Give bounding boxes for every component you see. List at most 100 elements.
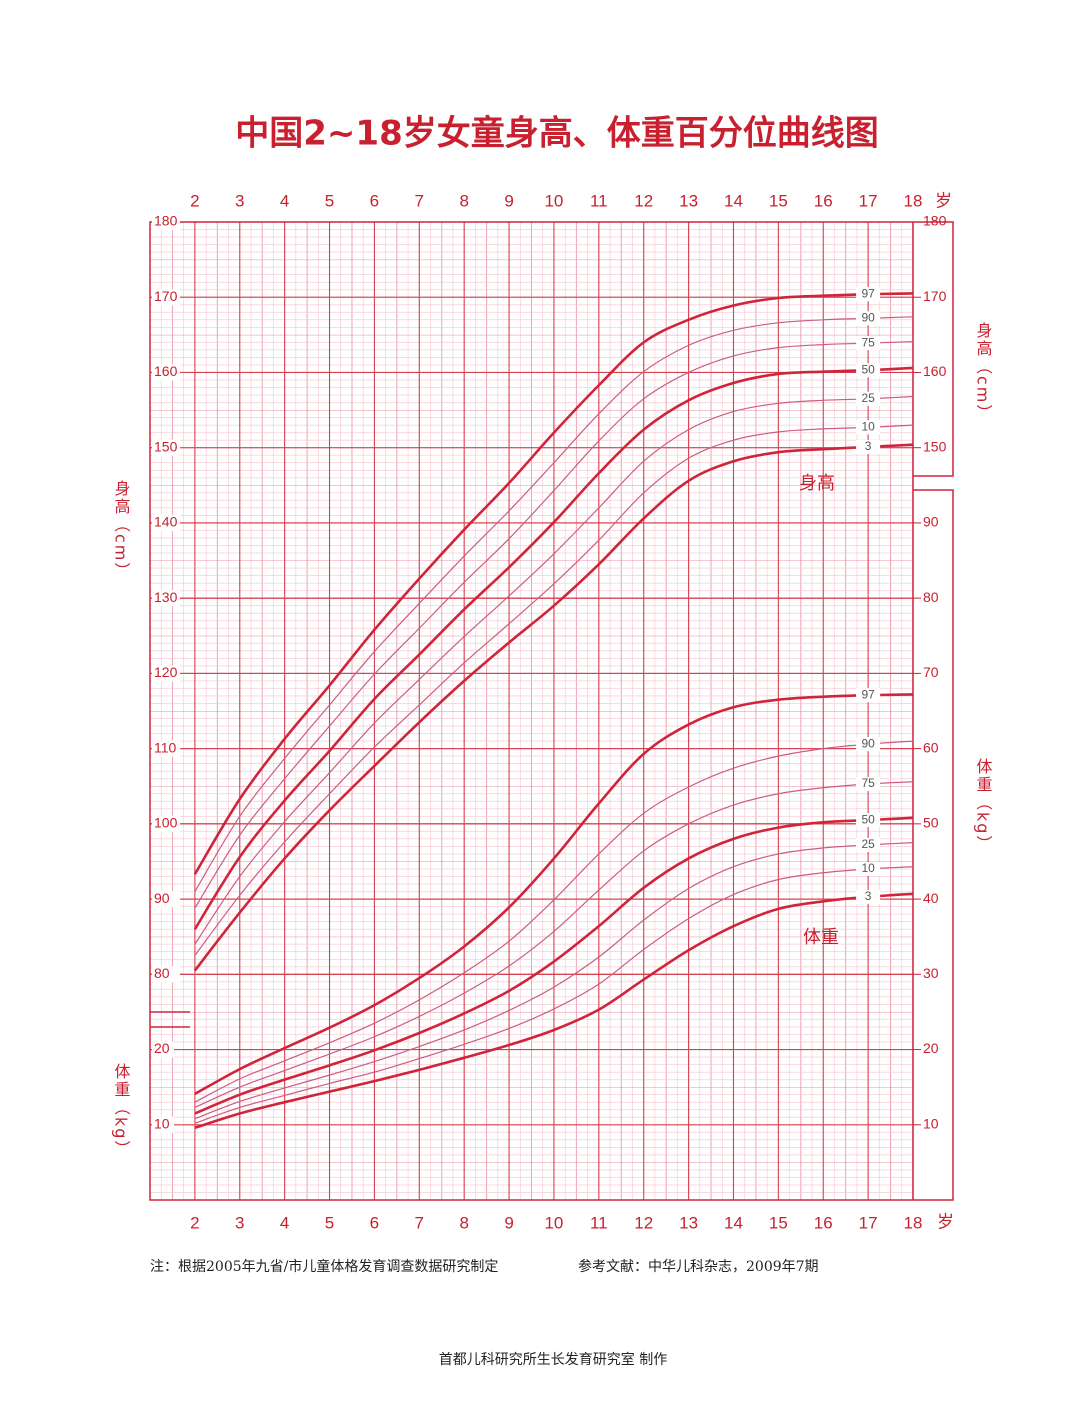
tick-bg bbox=[152, 214, 180, 230]
minor-grid bbox=[150, 222, 913, 1200]
percentile-curve bbox=[194, 892, 914, 1130]
x-tick-label: 8 bbox=[459, 1213, 468, 1232]
series-label: 97 bbox=[861, 687, 875, 701]
y-tick-label: 170 bbox=[154, 288, 178, 304]
y2-tick-label: 30 bbox=[923, 965, 939, 981]
y2-tick-label: 20 bbox=[923, 1040, 939, 1056]
label-bg bbox=[856, 439, 881, 454]
x-tick-label: 9 bbox=[504, 1213, 513, 1232]
y-axis-label-right: 身高（cm） bbox=[974, 322, 993, 422]
tick-bg bbox=[152, 966, 180, 983]
y2-tick-label: 90 bbox=[923, 514, 939, 530]
label-bg bbox=[856, 837, 881, 852]
y-tick-label: 100 bbox=[154, 815, 178, 831]
y2-tick-label: 50 bbox=[923, 815, 939, 831]
tick-bg bbox=[152, 740, 180, 757]
label-bg bbox=[856, 688, 881, 703]
series-label: 90 bbox=[861, 736, 875, 750]
label-bg bbox=[856, 391, 881, 406]
x-tick-label: 13 bbox=[679, 1213, 698, 1232]
y-tick-label: 110 bbox=[154, 739, 177, 755]
percentile-curve bbox=[193, 292, 914, 875]
x-tick-label: 12 bbox=[634, 1213, 653, 1232]
x-tick-label: 3 bbox=[235, 191, 244, 210]
x-tick-label: 11 bbox=[590, 1213, 608, 1232]
x-unit: 岁 bbox=[937, 1212, 954, 1231]
label-bg bbox=[856, 737, 881, 752]
y-tick-label: 140 bbox=[154, 514, 178, 530]
tick-bg bbox=[152, 439, 180, 456]
y2-tick-label: 60 bbox=[923, 739, 939, 755]
y-tick-label: 90 bbox=[154, 890, 170, 906]
series-label: 25 bbox=[861, 391, 875, 405]
x-tick-label: 6 bbox=[370, 1213, 379, 1232]
x-tick-label: 10 bbox=[544, 1213, 563, 1232]
y-tick-label: 180 bbox=[923, 213, 947, 229]
series-label: 90 bbox=[861, 310, 875, 324]
y-tick-label: 120 bbox=[154, 664, 178, 680]
x-tick-label: 16 bbox=[814, 1213, 833, 1232]
series-label: 75 bbox=[861, 335, 875, 349]
percentile-curve bbox=[194, 842, 914, 1120]
curves: 97 90 75 50 25 10 3 97 90 75 50 25 10 3 bbox=[193, 286, 914, 1130]
y2-tick-label: 10 bbox=[154, 1115, 170, 1131]
series-label: 10 bbox=[861, 420, 875, 434]
label-bg bbox=[856, 813, 881, 828]
x-tick-label: 4 bbox=[280, 1213, 289, 1232]
y-tick-label: 80 bbox=[154, 965, 170, 981]
y-tick-label: 160 bbox=[923, 363, 947, 379]
x-tick-label: 2 bbox=[190, 191, 199, 210]
credit: 首都儿科研究所生长发育研究室 制作 bbox=[439, 1351, 667, 1368]
labels: 2 2 3 3 4 4 5 5 6 6 7 7 8 8 9 9 10 10 11 11 12 12 13 13 14 14 15 15… bbox=[152, 191, 947, 1232]
footnote: 注：根据2005年九省/市儿童体格发育调查数据研究制定 bbox=[150, 1258, 498, 1275]
x-tick-label: 5 bbox=[325, 1213, 334, 1232]
series-label: 3 bbox=[865, 889, 872, 903]
y-tick-label: 160 bbox=[154, 363, 178, 379]
x-unit: 岁 bbox=[935, 191, 952, 210]
percentile-curve bbox=[194, 781, 914, 1109]
x-tick-label: 18 bbox=[904, 191, 923, 210]
x-tick-label: 15 bbox=[769, 1213, 788, 1232]
tick-bg bbox=[152, 665, 180, 682]
tick-bg bbox=[152, 891, 180, 908]
percentile-curve bbox=[194, 395, 914, 945]
y2-tick-label: 40 bbox=[923, 890, 939, 906]
tick-bg bbox=[152, 364, 180, 381]
x-tick-label: 12 bbox=[634, 191, 653, 210]
x-tick-label: 17 bbox=[859, 191, 878, 210]
series-label: 50 bbox=[861, 362, 875, 376]
x-tick-label: 11 bbox=[590, 191, 608, 210]
x-tick-label: 7 bbox=[415, 191, 424, 210]
x-tick-label: 18 bbox=[904, 1213, 923, 1232]
tick-bg bbox=[152, 590, 180, 607]
label-bg bbox=[856, 336, 881, 351]
x-tick-label: 16 bbox=[814, 191, 833, 210]
x-tick-label: 17 bbox=[859, 1213, 878, 1232]
grid bbox=[150, 221, 914, 1200]
percentile-curve bbox=[194, 866, 914, 1124]
label-bg bbox=[856, 889, 881, 904]
y-axis-label: 身高（cm） bbox=[112, 480, 131, 580]
x-tick-label: 10 bbox=[544, 191, 563, 210]
x-tick-label: 6 bbox=[370, 191, 379, 210]
percentile-curve bbox=[194, 816, 914, 1115]
x-tick-label: 2 bbox=[190, 1213, 199, 1232]
y2-tick-label: 80 bbox=[923, 589, 939, 605]
percentile-curve bbox=[194, 341, 914, 909]
label-bg bbox=[856, 311, 881, 326]
label-bg bbox=[856, 861, 881, 876]
y-tick-label: 130 bbox=[154, 589, 178, 605]
series-label: 75 bbox=[861, 776, 875, 790]
percentile-curve bbox=[194, 693, 914, 1096]
x-tick-label: 4 bbox=[280, 191, 289, 210]
percentile-curve bbox=[193, 443, 914, 972]
frame bbox=[149, 221, 954, 1201]
y-tick-label: 150 bbox=[923, 438, 947, 454]
x-tick-label: 15 bbox=[769, 191, 788, 210]
series-label: 50 bbox=[861, 812, 875, 826]
y2-tick-label: 70 bbox=[923, 664, 939, 680]
y2-axis-label-right: 体重（kg） bbox=[974, 758, 993, 853]
series-label: 10 bbox=[861, 861, 875, 875]
percentile-curve bbox=[193, 366, 914, 930]
